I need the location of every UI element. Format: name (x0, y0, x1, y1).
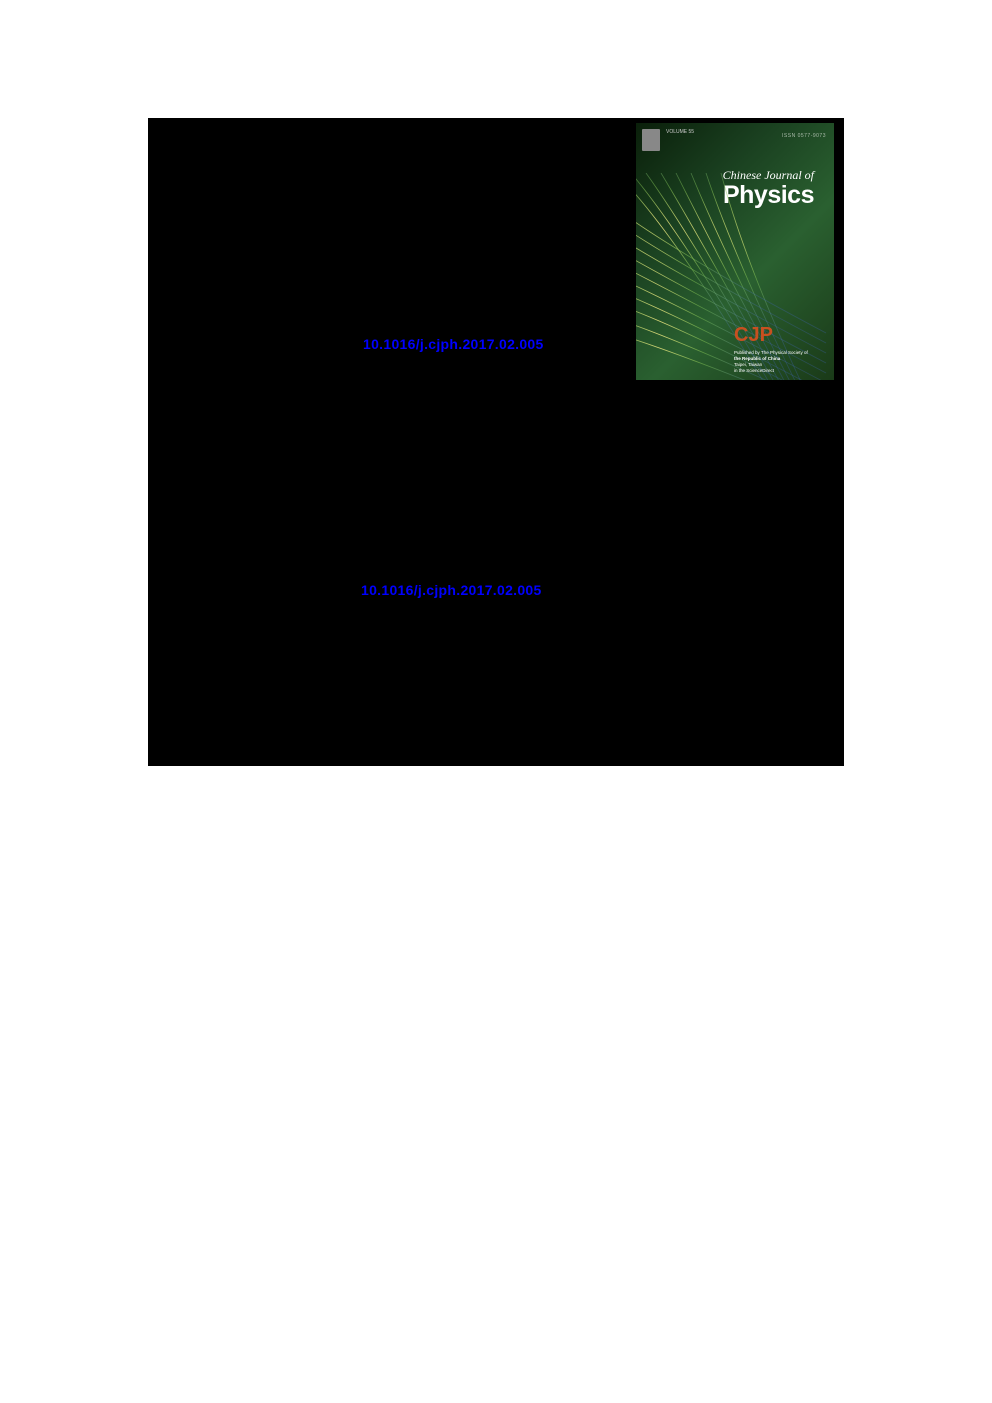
accepted-manuscript-block: 10.1016/j.cjph.2017.02.005 10.1016/j.cjp… (148, 118, 844, 766)
cover-issn-label: ISSN 0577-9073 (782, 133, 826, 139)
cover-publisher-text: Published by The Physical Society of the… (734, 350, 826, 373)
elsevier-logo-icon (642, 129, 660, 151)
cover-publisher-box: CJP Published by The Physical Society of… (734, 322, 826, 362)
cjp-logo-icon: CJP (734, 322, 760, 348)
publisher-line-4: in the ScienceDirect (734, 368, 826, 374)
doi-link-secondary[interactable]: 10.1016/j.cjph.2017.02.005 (361, 582, 542, 598)
journal-cover-thumbnail: VOLUME 55 ISSN 0577-9073 Chinese Journal… (636, 123, 834, 380)
cover-volume-label: VOLUME 55 (666, 129, 694, 135)
doi-link-primary[interactable]: 10.1016/j.cjph.2017.02.005 (363, 336, 544, 352)
page-container: 10.1016/j.cjph.2017.02.005 10.1016/j.cjp… (0, 0, 992, 1403)
cjp-logo-text: CJP (734, 324, 773, 347)
